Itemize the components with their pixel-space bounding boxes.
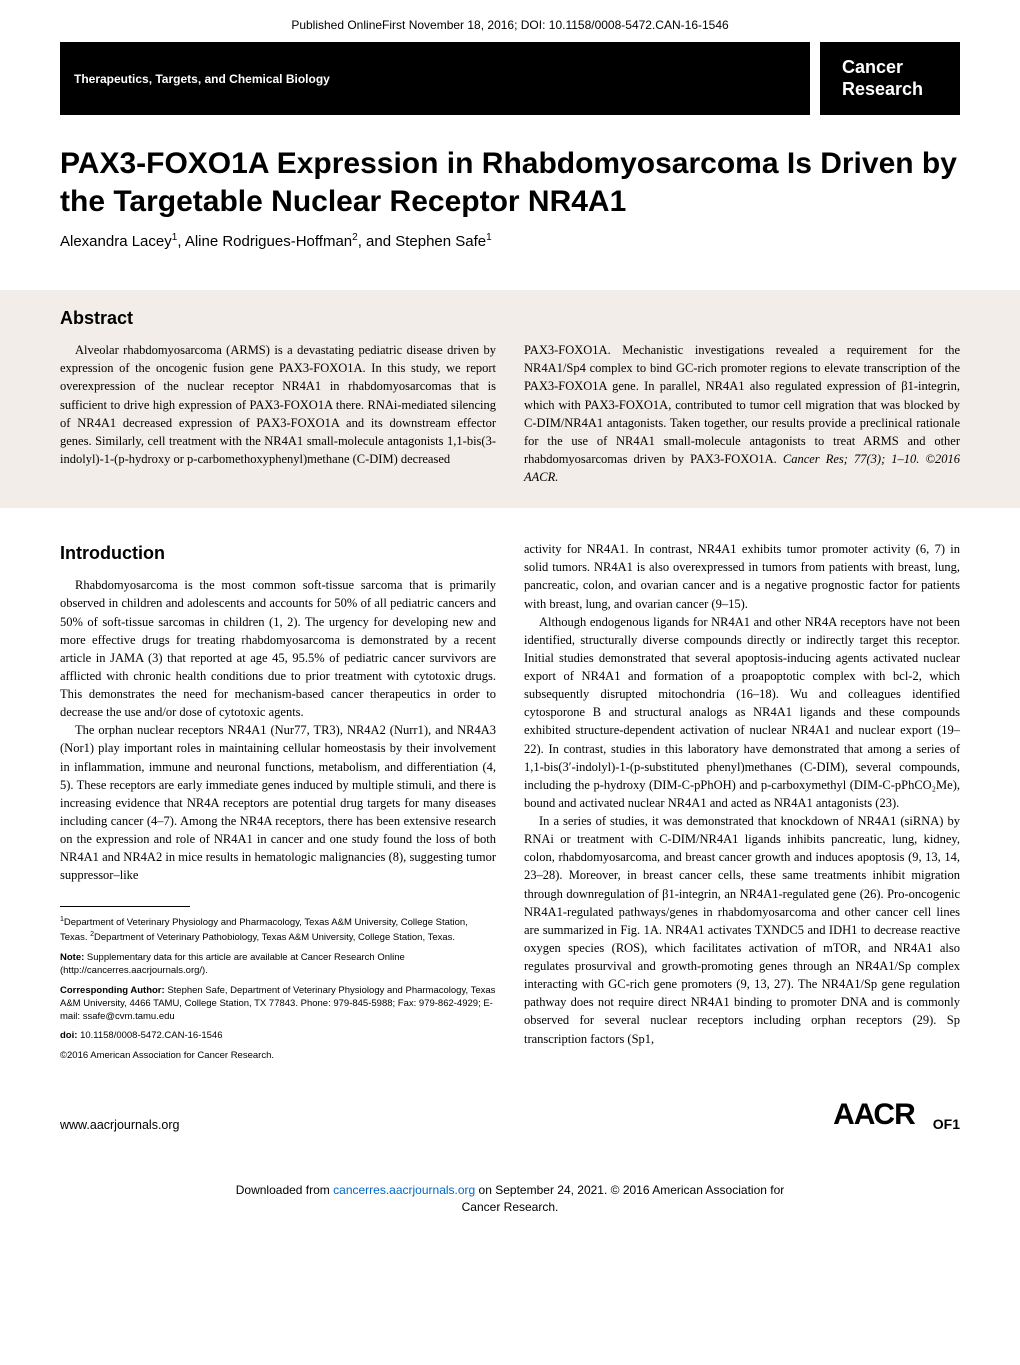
download-footer: Downloaded from cancerres.aacrjournals.o… xyxy=(0,1182,1020,1216)
abstract-right-col: PAX3-FOXO1A. Mechanistic investigations … xyxy=(524,341,960,486)
note-footnote: Note: Supplementary data for this articl… xyxy=(60,952,496,978)
doi-text: 10.1158/0008-5472.CAN-16-1546 xyxy=(80,1030,222,1041)
note-text: Supplementary data for this article are … xyxy=(60,952,405,976)
header-gap xyxy=(810,42,820,115)
footer-right-group: AACR OF1 xyxy=(833,1098,960,1132)
corresponding-author-footnote: Corresponding Author: Stephen Safe, Depa… xyxy=(60,985,496,1023)
aacr-logo: AACR xyxy=(833,1098,915,1132)
author-3-affil: 1 xyxy=(486,232,492,243)
intro-para-2: The orphan nuclear receptors NR4A1 (Nur7… xyxy=(60,721,496,884)
article-title: PAX3-FOXO1A Expression in Rhabdomyosarco… xyxy=(60,145,960,220)
introduction-heading: Introduction xyxy=(60,540,496,566)
author-3: , and Stephen Safe xyxy=(358,233,486,250)
affil-2-text: Department of Veterinary Pathobiology, T… xyxy=(94,933,455,944)
footnote-rule xyxy=(60,906,190,907)
footer-url: www.aacrjournals.org xyxy=(60,1118,180,1132)
body-columns: Introduction Rhabdomyosarcoma is the mos… xyxy=(60,540,960,1070)
left-column: Introduction Rhabdomyosarcoma is the mos… xyxy=(60,540,496,1070)
footer-row: www.aacrjournals.org AACR OF1 xyxy=(60,1098,960,1132)
header-bar: Therapeutics, Targets, and Chemical Biol… xyxy=(60,42,960,115)
intro-para-1: Rhabdomyosarcoma is the most common soft… xyxy=(60,576,496,721)
copyright-footnote: ©2016 American Association for Cancer Re… xyxy=(60,1050,496,1063)
right-para-2: Although endogenous ligands for NR4A1 an… xyxy=(524,613,960,812)
journal-name-box: Cancer Research xyxy=(820,42,960,115)
right-para-3: In a series of studies, it was demonstra… xyxy=(524,812,960,1048)
page-number: OF1 xyxy=(933,1116,960,1132)
right-para-1: activity for NR4A1. In contrast, NR4A1 e… xyxy=(524,540,960,613)
abstract-left-text: Alveolar rhabdomyosarcoma (ARMS) is a de… xyxy=(60,341,496,468)
corr-label: Corresponding Author: xyxy=(60,985,167,996)
download-prefix: Downloaded from xyxy=(236,1183,333,1197)
download-suffix: on September 24, 2021. © 2016 American A… xyxy=(475,1183,784,1197)
doi-label: doi: xyxy=(60,1030,80,1041)
download-link[interactable]: cancerres.aacrjournals.org xyxy=(333,1183,475,1197)
right-column: activity for NR4A1. In contrast, NR4A1 e… xyxy=(524,540,960,1070)
online-first-line: Published OnlineFirst November 18, 2016;… xyxy=(60,0,960,42)
journal-line2: Research xyxy=(842,79,938,101)
author-list: Alexandra Lacey 1 , Aline Rodrigues-Hoffma… xyxy=(60,232,960,250)
journal-line1: Cancer xyxy=(842,57,938,79)
abstract-heading: Abstract xyxy=(60,308,960,329)
author-2: , Aline Rodrigues-Hoffman xyxy=(177,233,352,250)
note-label: Note: xyxy=(60,952,87,963)
section-label: Therapeutics, Targets, and Chemical Biol… xyxy=(60,42,810,115)
abstract-section: Abstract Alveolar rhabdomyosarcoma (ARMS… xyxy=(0,290,1020,508)
download-line-2: Cancer Research. xyxy=(462,1200,559,1214)
affiliation-footnote: 1Department of Veterinary Physiology and… xyxy=(60,915,496,945)
abstract-columns: Alveolar rhabdomyosarcoma (ARMS) is a de… xyxy=(60,341,960,486)
page-container: Published OnlineFirst November 18, 2016;… xyxy=(0,0,1020,1162)
abstract-left-col: Alveolar rhabdomyosarcoma (ARMS) is a de… xyxy=(60,341,496,486)
doi-footnote: doi: 10.1158/0008-5472.CAN-16-1546 xyxy=(60,1030,496,1043)
abstract-right-text: PAX3-FOXO1A. Mechanistic investigations … xyxy=(524,343,960,466)
author-1: Alexandra Lacey xyxy=(60,233,172,250)
